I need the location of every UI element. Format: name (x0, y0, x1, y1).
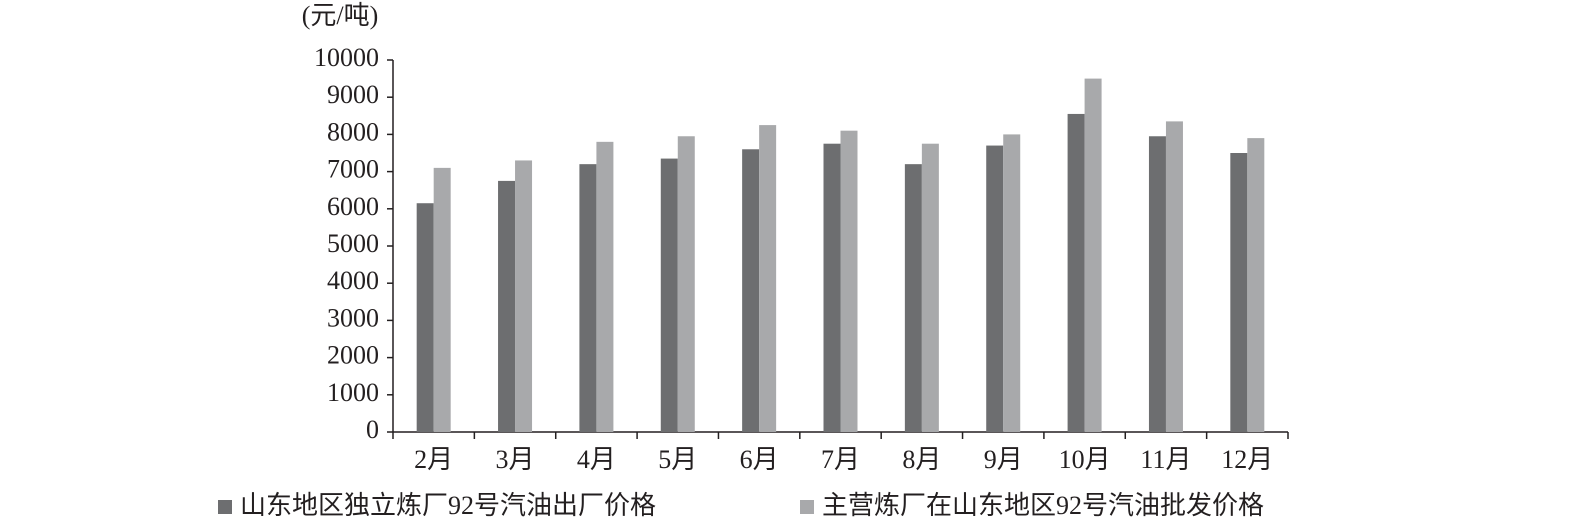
bar (596, 141, 614, 432)
bar (660, 158, 678, 432)
y-tick-label: 1000 (327, 378, 379, 407)
y-tick-label: 7000 (327, 155, 379, 184)
y-tick-label: 3000 (327, 303, 379, 332)
x-tick-label: 9月 (984, 445, 1023, 474)
bar (1084, 78, 1102, 432)
legend-swatch (218, 500, 232, 514)
x-tick-label: 5月 (658, 445, 697, 474)
x-tick-label: 3月 (496, 445, 535, 474)
legend-label: 主营炼厂在山东地区92号汽油批发价格 (822, 491, 1264, 520)
bar (904, 164, 922, 432)
legend-label: 山东地区独立炼厂92号汽油出厂价格 (240, 491, 656, 520)
bar (823, 143, 841, 432)
y-tick-label: 8000 (327, 117, 379, 146)
y-tick-label: 4000 (327, 266, 379, 295)
bar (515, 160, 533, 432)
bar (433, 167, 451, 432)
bar (742, 149, 760, 432)
x-tick-label: 2月 (414, 445, 453, 474)
bar (840, 130, 858, 432)
bar (416, 203, 434, 432)
y-tick-label: 0 (366, 415, 379, 444)
bar (1230, 153, 1248, 432)
x-tick-label: 6月 (740, 445, 779, 474)
bar (1067, 113, 1085, 432)
y-tick-label: 9000 (327, 80, 379, 109)
x-tick-label: 7月 (821, 445, 860, 474)
bar (579, 164, 597, 432)
bar (1003, 134, 1021, 432)
x-tick-label: 8月 (902, 445, 941, 474)
bar (921, 143, 939, 432)
bar (1148, 136, 1166, 432)
y-tick-label: 10000 (314, 43, 379, 72)
bar (677, 136, 695, 432)
y-tick-label: 6000 (327, 192, 379, 221)
x-tick-label: 10月 (1059, 445, 1111, 474)
x-tick-label: 11月 (1140, 445, 1191, 474)
bar (1247, 138, 1265, 432)
y-tick-label: 5000 (327, 229, 379, 258)
bar (759, 125, 777, 432)
y-axis-label: (元/吨) (302, 1, 379, 30)
bar (986, 145, 1004, 432)
bar (1165, 121, 1183, 432)
x-tick-label: 12月 (1221, 445, 1273, 474)
legend-swatch (800, 500, 814, 514)
y-tick-label: 2000 (327, 341, 379, 370)
x-tick-label: 4月 (577, 445, 616, 474)
bar (498, 180, 516, 432)
